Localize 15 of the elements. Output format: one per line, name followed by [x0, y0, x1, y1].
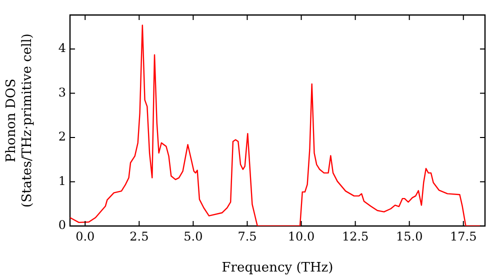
y-tick-label: 3	[58, 85, 66, 100]
x-tick-label: 10.0	[288, 229, 315, 244]
x-tick-label: 2.5	[130, 229, 149, 244]
y-tick-label: 1	[58, 174, 66, 188]
y-axis-title: Phonon DOS (States/THz·primitive cell)	[4, 33, 35, 208]
x-axis-title: Frequency (THz)	[222, 260, 334, 276]
x-tick-label: 17.5	[450, 229, 477, 244]
y-tick-label: 0	[58, 218, 66, 232]
x-tick-label: 5.0	[184, 229, 203, 244]
y-tick-label: 4	[58, 41, 66, 56]
x-tick-label: 0.0	[76, 229, 95, 244]
x-tick-label: 7.5	[238, 229, 257, 244]
y-tick-label: 2	[58, 130, 66, 144]
x-tick-label: 12.5	[342, 229, 369, 244]
x-tick-label: 15.0	[396, 229, 423, 244]
